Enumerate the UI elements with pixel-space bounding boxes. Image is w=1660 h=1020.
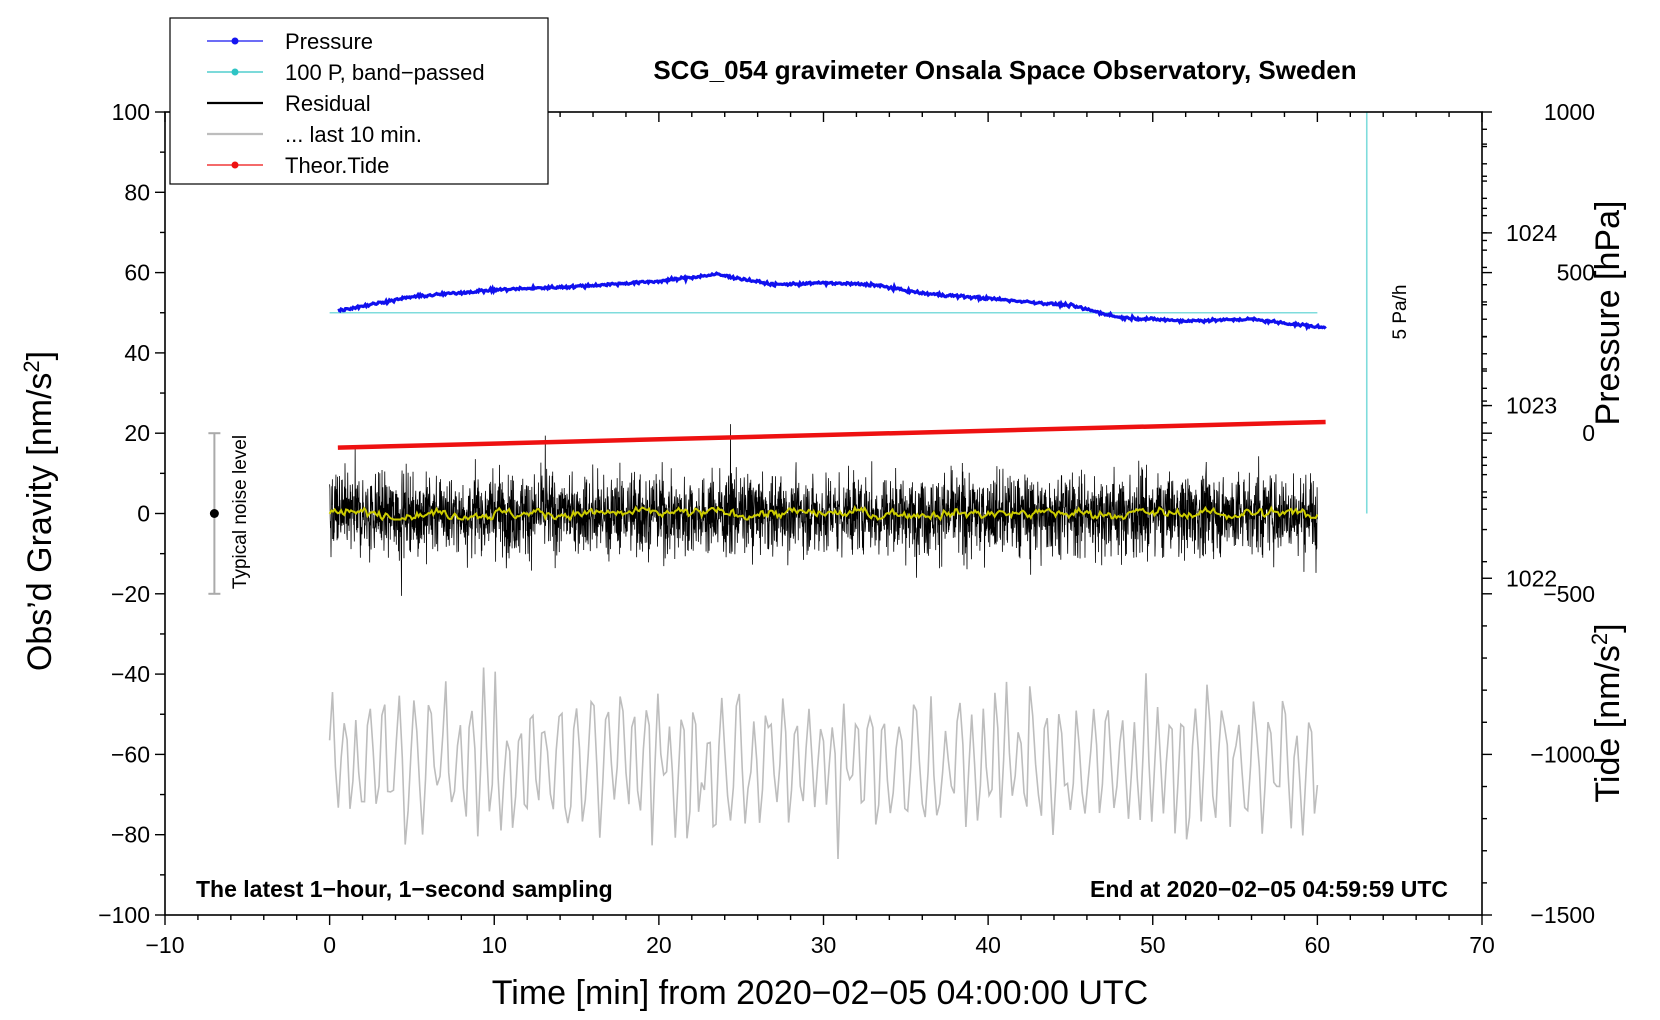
- text-layer: SCG_054 gravimeter Onsala Space Observat…: [19, 55, 1628, 1012]
- tide-tick-label: 500: [1557, 260, 1595, 286]
- tide-tick-label: −500: [1543, 581, 1595, 607]
- y-tick-label: 0: [137, 501, 150, 527]
- scale-bar-label: 5 Pa/h: [1390, 285, 1411, 340]
- y-tick-label: −80: [111, 822, 150, 848]
- y-tick-label: −100: [98, 902, 150, 928]
- tide-tick-label: 1000: [1544, 99, 1595, 125]
- series-pressure-line: [337, 271, 1327, 332]
- legend-label: Theor.Tide: [285, 153, 389, 178]
- legend-marker: [231, 161, 239, 169]
- x-tick-label: 10: [481, 932, 507, 958]
- data-layer: [208, 112, 1368, 860]
- legend-label: 100 P, band−passed: [285, 60, 485, 85]
- x-tick-label: 20: [646, 932, 672, 958]
- tide-tick-label: 0: [1582, 420, 1595, 446]
- y-tick-label: 60: [124, 260, 150, 286]
- noise-bar-label: Typical noise level: [230, 435, 251, 589]
- legend-box: [169, 17, 549, 185]
- series-theoretical-tide-line: [337, 419, 1326, 450]
- y-tick-label: −40: [111, 661, 150, 687]
- x-tick-label: 60: [1305, 932, 1331, 958]
- y-axis-title-tide: Tide [nm/s2]: [1587, 623, 1628, 802]
- legend-marker: [231, 68, 239, 76]
- legend-label: Residual: [285, 91, 371, 116]
- y-tick-label: 100: [112, 99, 150, 125]
- annotation-bottom-left: The latest 1−hour, 1−second sampling: [196, 876, 613, 902]
- y-tick-label: 80: [124, 179, 150, 205]
- annotation-bottom-right: End at 2020−02−05 04:59:59 UTC: [1090, 876, 1448, 902]
- series-residual-line: [329, 424, 1318, 596]
- x-tick-label: 30: [811, 932, 837, 958]
- legend-label: Pressure: [285, 29, 373, 54]
- pressure-tick-label: 1023: [1506, 393, 1557, 419]
- x-tick-label: −10: [145, 932, 184, 958]
- y-tick-label: 20: [124, 420, 150, 446]
- series-residual-smoothed-line: [328, 504, 1319, 522]
- x-tick-label: 40: [975, 932, 1001, 958]
- noise-bar-center-dot: [209, 509, 219, 518]
- x-axis-title: Time [min] from 2020−02−05 04:00:00 UTC: [492, 974, 1148, 1012]
- legend-marker: [231, 37, 239, 45]
- y-tick-label: −20: [111, 581, 150, 607]
- pressure-tick-label: 1022: [1506, 565, 1557, 591]
- series-last-10-min-line: [328, 667, 1319, 860]
- x-tick-label: 50: [1140, 932, 1166, 958]
- legend: Pressure 100 P, band−passed Residual ... la…: [169, 17, 549, 185]
- frame-layer: −10 0 10 20 30 40 50 60 70−100−80−60−40−20020406…: [98, 99, 1595, 958]
- y-axis-title-pressure: Pressure [hPa]: [1589, 201, 1627, 426]
- tide-tick-label: −1500: [1530, 902, 1595, 928]
- pressure-tick-label: 1024: [1506, 220, 1557, 246]
- y-tick-label: −60: [111, 741, 150, 767]
- x-tick-label: 0: [323, 932, 336, 958]
- x-tick-label: 70: [1469, 932, 1495, 958]
- y-tick-label: 40: [124, 340, 150, 366]
- legend-label: ... last 10 min.: [285, 122, 422, 147]
- y-axis-title-gravity: Obs’d Gravity [nm/s2]: [19, 351, 60, 671]
- tide-tick-label: −1000: [1530, 741, 1595, 767]
- chart-title: SCG_054 gravimeter Onsala Space Observat…: [653, 55, 1356, 85]
